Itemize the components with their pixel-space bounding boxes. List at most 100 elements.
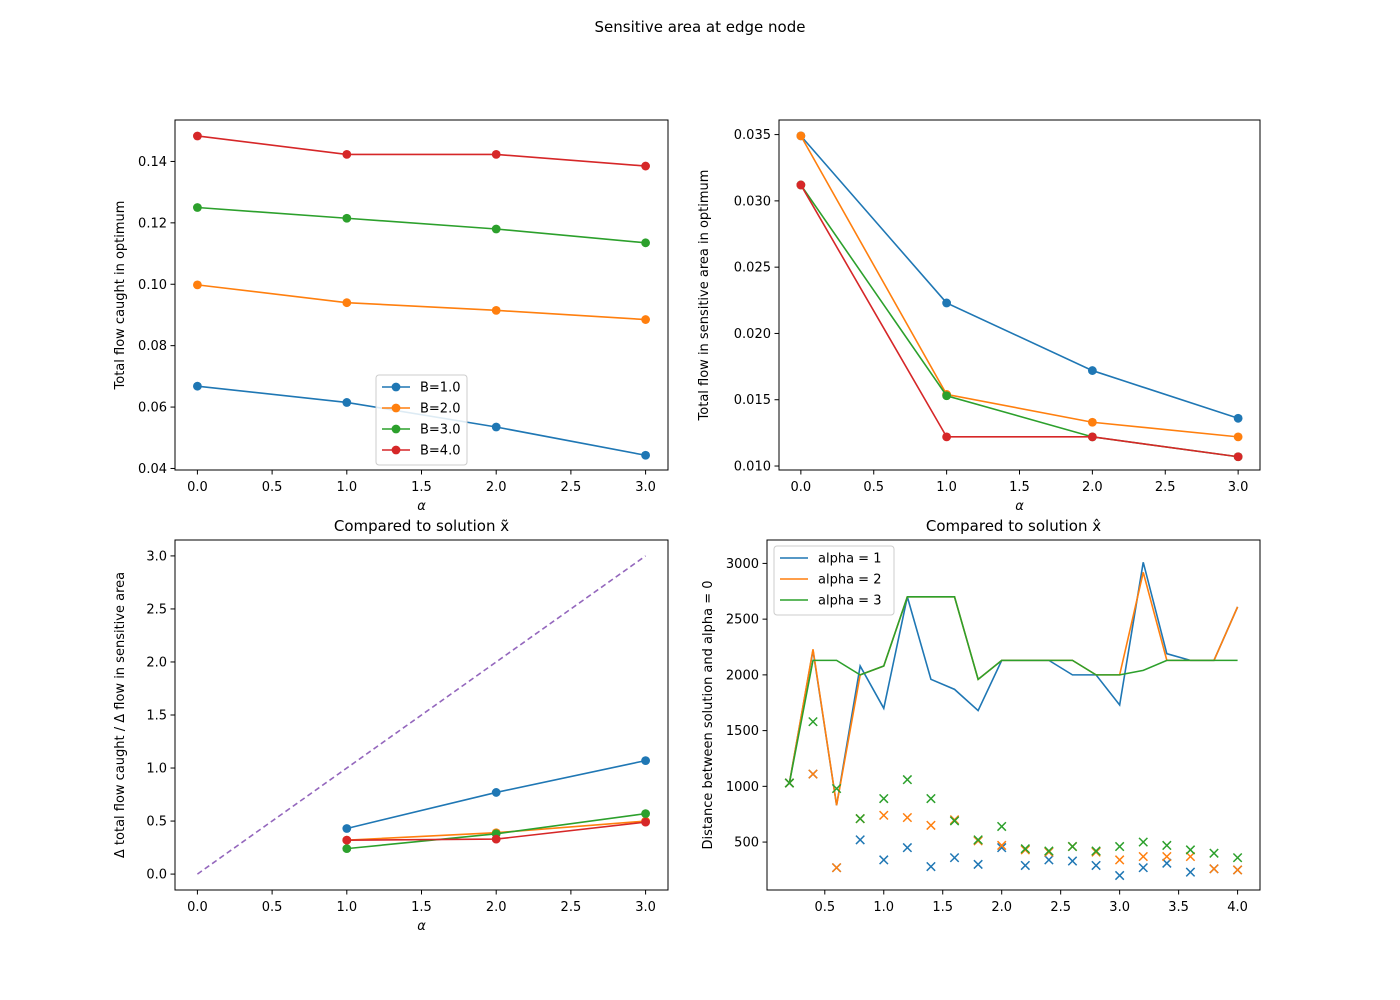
data-point — [641, 315, 650, 324]
data-point — [641, 817, 650, 827]
series-line-4 — [197, 135, 646, 167]
x-tick-label: 0.5 — [262, 480, 283, 495]
data-point — [491, 788, 501, 797]
y-tick-label: 0.14 — [138, 155, 167, 170]
y-tick-label: 0.06 — [138, 401, 167, 416]
y-tick-label: 1.5 — [146, 709, 167, 724]
axes-title: Compared to solution x̂ — [926, 517, 1101, 535]
x-tick-label: 2.5 — [561, 480, 582, 495]
x-marker — [1209, 848, 1219, 858]
y-tick-label: 0.025 — [734, 261, 771, 276]
x-marker — [996, 840, 1007, 851]
x-tick-label: 0.0 — [187, 480, 208, 495]
x-marker — [1091, 847, 1101, 857]
y-tick-label: 0.12 — [138, 216, 167, 231]
legend-label: alpha = 2 — [818, 573, 881, 588]
x-marker — [1020, 860, 1031, 871]
y-axis-label: Distance between solution and alpha = 0 — [701, 581, 716, 850]
plot-area — [196, 555, 650, 875]
plot-3: 0.0 0.5 1.0 1.5 2.0 2.5 3.0 0.0 0.5 1.0 1.5 2.0 2.5 3… — [113, 517, 669, 934]
legend-item: alpha = 2 — [780, 573, 881, 588]
data-point — [1233, 432, 1243, 442]
x-marker — [973, 836, 983, 846]
x-marker — [1114, 855, 1125, 865]
data-point — [641, 809, 650, 819]
y-tick-label: 2500 — [726, 613, 759, 628]
data-point — [796, 131, 806, 141]
data-point — [342, 835, 352, 845]
x-tick-label: 3.5 — [1168, 900, 1189, 915]
y-tick-label: 2.0 — [146, 655, 167, 670]
x-marker — [1185, 851, 1196, 862]
x-tick-label: 2.0 — [486, 480, 507, 495]
x-tick-label: 0.0 — [187, 900, 208, 915]
x-marker — [1138, 837, 1148, 847]
x-tick-label: 1.0 — [336, 900, 357, 915]
legend-item: B=3.0 — [382, 423, 461, 438]
legend-marker — [391, 382, 401, 392]
y-tick-label: 0.08 — [138, 339, 167, 354]
x-marker — [996, 842, 1007, 853]
x-marker — [1209, 864, 1219, 874]
x-marker — [1067, 856, 1078, 866]
legend-marker — [391, 445, 401, 455]
legend-label: alpha = 1 — [818, 552, 881, 567]
plot-area — [193, 131, 650, 460]
x-marker — [1114, 870, 1125, 881]
x-marker — [926, 861, 936, 872]
data-point — [193, 131, 202, 141]
x-marker — [879, 810, 889, 821]
y-tick-label: 500 — [734, 836, 759, 851]
data-point — [942, 298, 952, 308]
x-marker — [808, 716, 818, 727]
x-marker — [855, 835, 865, 845]
x-tick-label: 3.0 — [1228, 480, 1249, 495]
x-marker — [1138, 862, 1148, 873]
y-tick-label: 1.0 — [146, 762, 167, 777]
x-tick-label: 0.5 — [814, 900, 835, 915]
plot-4: 0.5 1.0 1.5 2.0 2.5 3.0 3.5 4.0 500 1000 1500 2000 2… — [701, 517, 1261, 915]
x-marker — [1138, 851, 1148, 862]
axes-title: Compared to solution x̃ — [334, 517, 509, 535]
x-marker — [1020, 845, 1031, 855]
x-marker — [1162, 858, 1172, 868]
x-marker — [1044, 855, 1054, 865]
data-point — [1233, 413, 1243, 423]
x-tick-label: 1.5 — [1009, 480, 1030, 495]
figure-title: Sensitive area at edge node — [595, 18, 806, 36]
x-marker — [1162, 840, 1172, 851]
legend-label: B=1.0 — [420, 381, 461, 396]
x-tick-label: 1.0 — [873, 900, 894, 915]
data-point — [641, 161, 650, 171]
legend: B=1.0 B=2.0 B=3.0 B=4.0 — [375, 374, 468, 466]
x-marker — [926, 820, 936, 831]
legend: alpha = 1 alpha = 2 alpha = 3 — [773, 545, 895, 616]
series-line-3 — [197, 206, 646, 244]
series-line-2 — [800, 135, 1239, 438]
series-line-3 — [788, 596, 1238, 784]
x-tick-label: 2.0 — [1082, 480, 1103, 495]
y-tick-label: 1500 — [726, 724, 759, 739]
series-line-2 — [197, 284, 646, 321]
data-point — [193, 203, 202, 212]
series-line-4 — [800, 184, 1239, 458]
x-axis-label: α — [1015, 499, 1024, 514]
data-point — [796, 180, 806, 190]
data-point — [942, 432, 952, 442]
legend-item: B=4.0 — [382, 444, 461, 459]
data-point — [342, 844, 352, 854]
y-tick-label: 0.015 — [734, 393, 771, 408]
x-marker — [1162, 851, 1172, 862]
x-marker — [1044, 846, 1054, 856]
legend-item: alpha = 1 — [780, 552, 881, 567]
x-marker — [808, 769, 818, 779]
x-marker — [902, 842, 913, 853]
x-axis-label: α — [417, 499, 426, 514]
x-marker — [879, 855, 889, 865]
x-marker — [784, 778, 795, 788]
x-tick-label: 2.5 — [561, 900, 582, 915]
data-point — [342, 824, 352, 833]
x-tick-label: 0.0 — [791, 480, 812, 495]
y-axis-label: Δ total flow caught / Δ flow in sensitiv… — [113, 572, 128, 858]
